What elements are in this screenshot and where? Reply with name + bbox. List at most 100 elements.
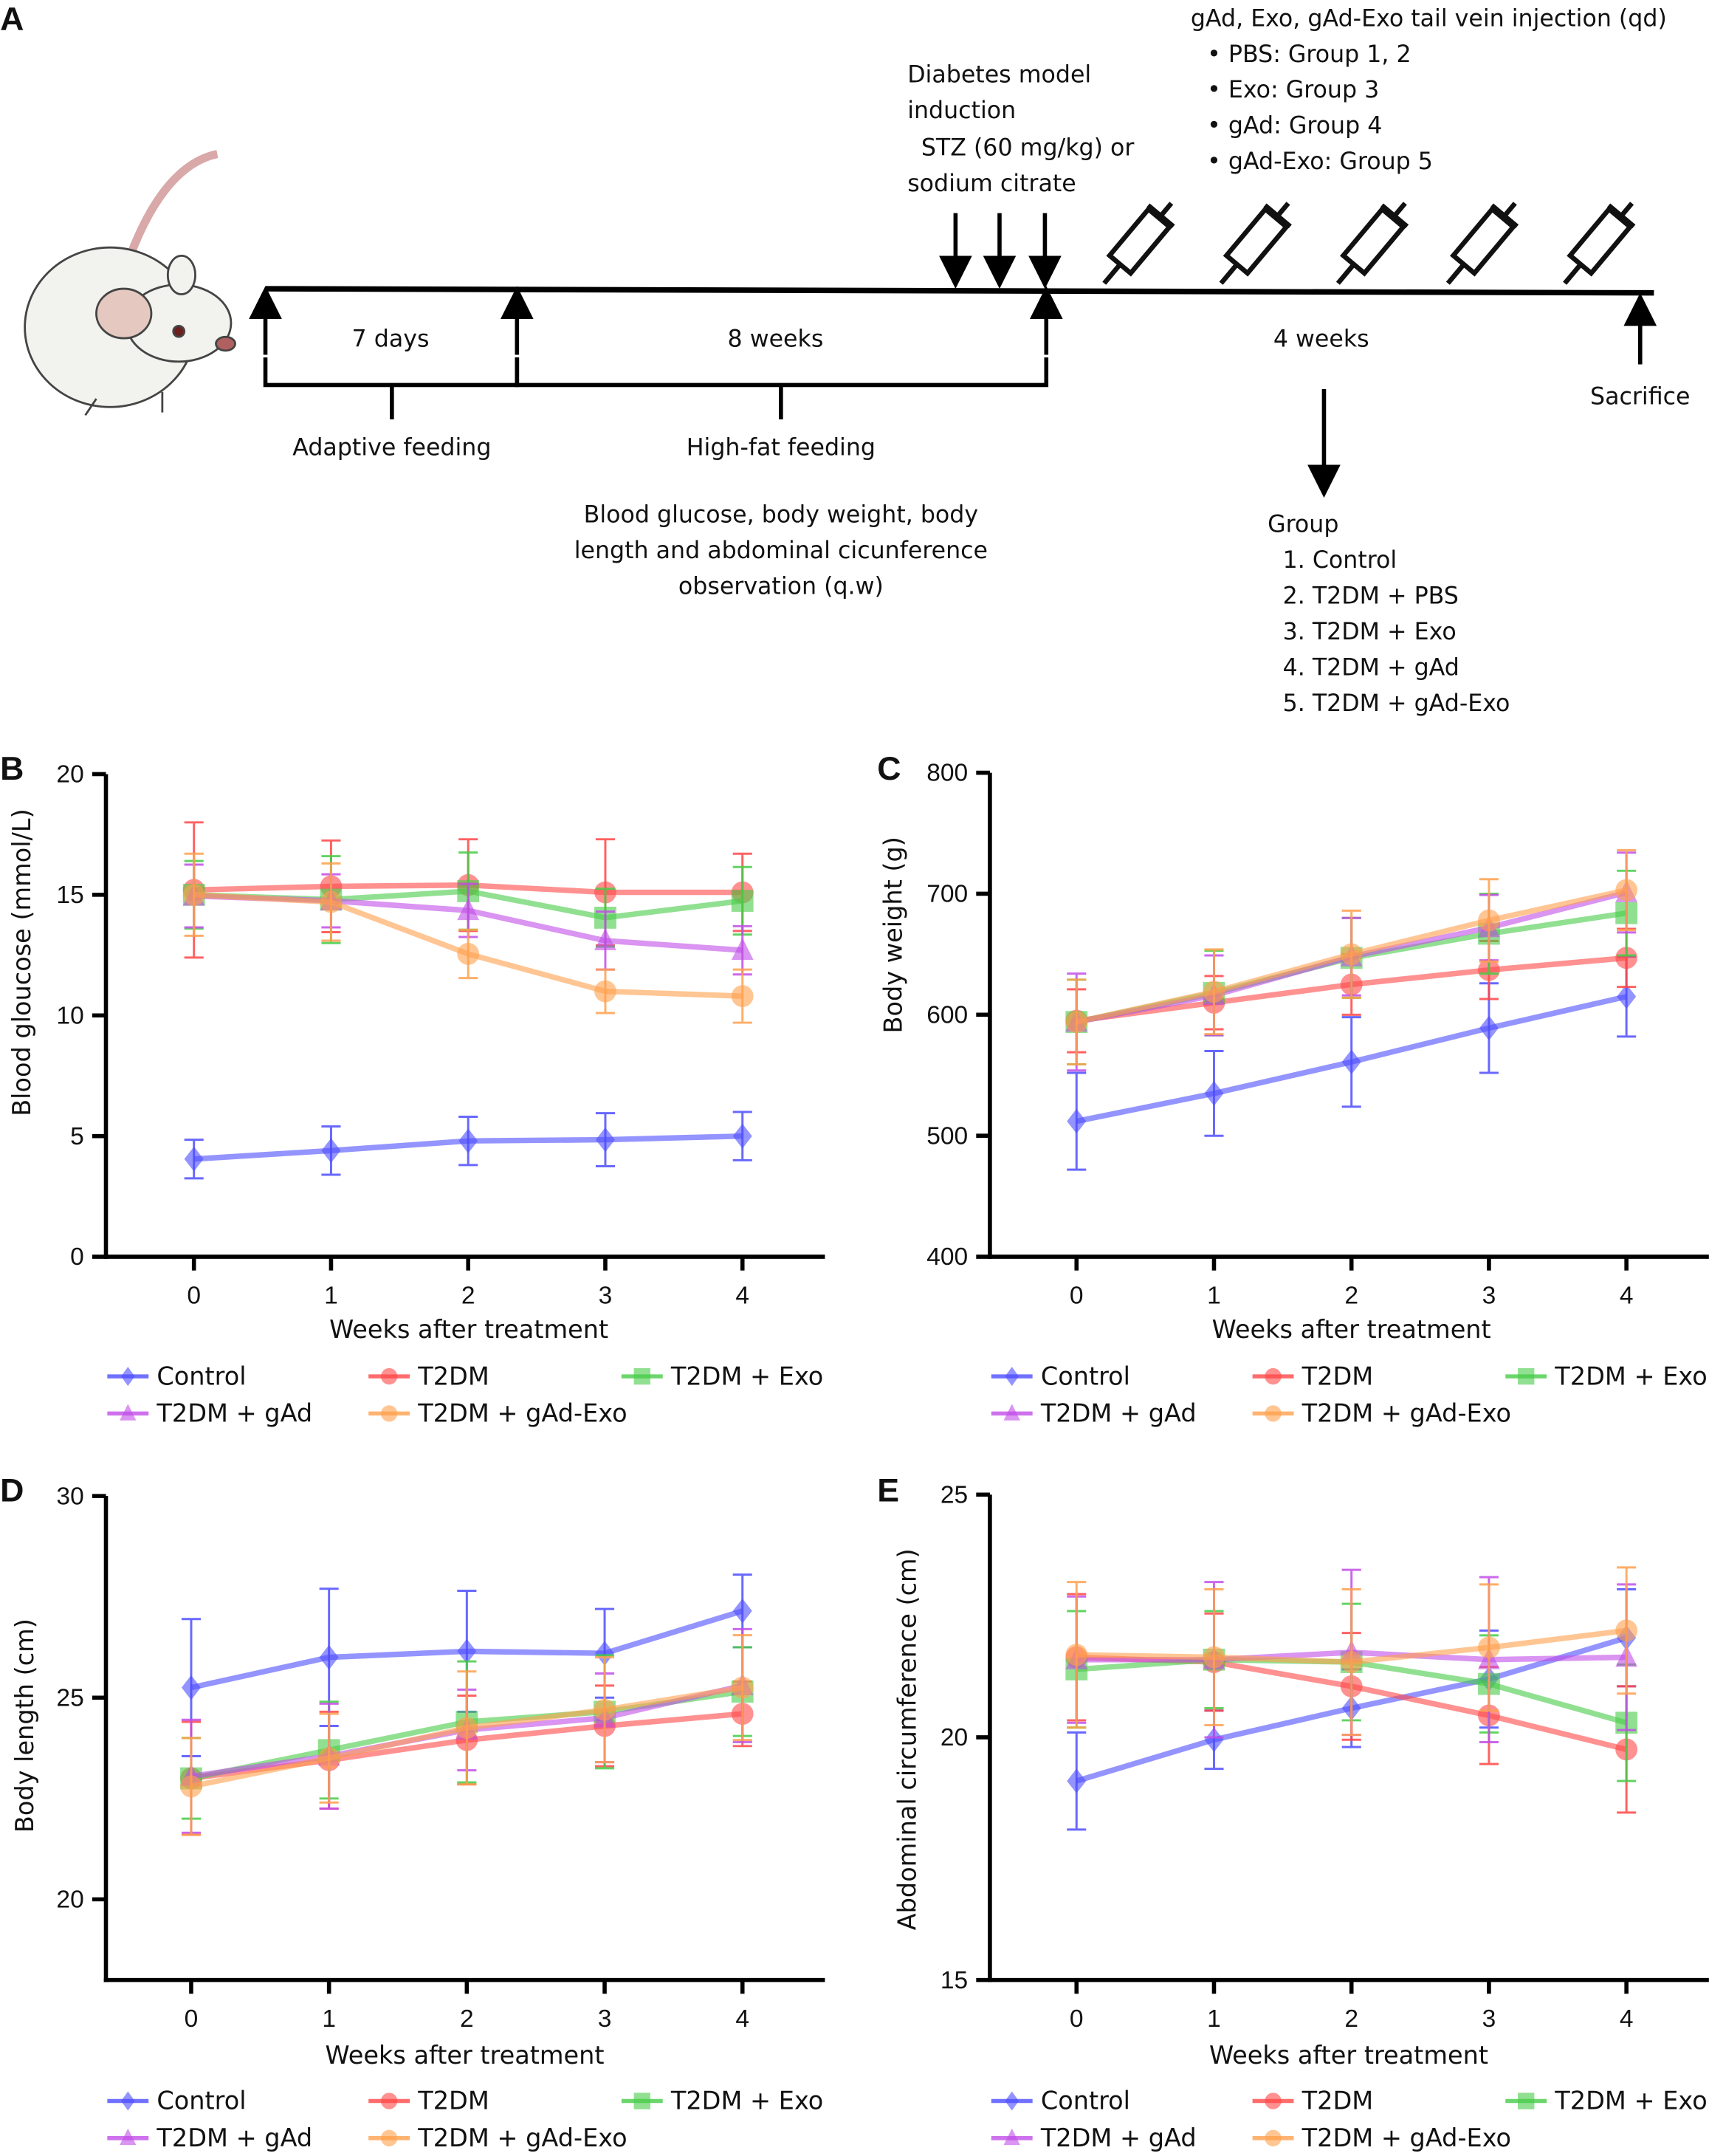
legend-label: T2DM + gAd-Exo bbox=[1301, 1399, 1511, 1428]
group-item: 5. T2DM + gAd-Exo bbox=[1283, 690, 1510, 717]
legend-item: T2DM + gAd bbox=[991, 1399, 1197, 1428]
marker-circle bbox=[1615, 947, 1638, 969]
marker-circle bbox=[1203, 1646, 1225, 1669]
panel-label: C bbox=[877, 751, 901, 787]
x-tick-label: 1 bbox=[322, 2005, 336, 2033]
marker-circle bbox=[731, 1676, 754, 1699]
panel-a-timeline: A bbox=[0, 1, 1690, 717]
marker-triangle bbox=[731, 938, 754, 961]
x-tick-label: 3 bbox=[1482, 1282, 1496, 1309]
injection-item: • gAd: Group 4 bbox=[1207, 113, 1382, 140]
marker-circle bbox=[1203, 981, 1225, 1003]
marker-diamond bbox=[120, 2091, 135, 2111]
arrow-up-icon bbox=[249, 286, 1657, 365]
marker-circle bbox=[182, 883, 205, 906]
legend-label: T2DM + gAd-Exo bbox=[417, 1399, 627, 1428]
y-tick-label: 15 bbox=[56, 882, 83, 909]
panel-label: E bbox=[877, 1473, 899, 1509]
x-tick-label: 2 bbox=[1344, 1282, 1358, 1309]
marker-diamond bbox=[120, 1367, 135, 1387]
marker-diamond bbox=[1204, 1081, 1224, 1106]
marker-diamond bbox=[595, 1641, 615, 1666]
induction-line: sodium citrate bbox=[907, 171, 1076, 197]
induction-line: STZ (60 mg/kg) or bbox=[921, 134, 1135, 161]
series-t2dm-gad-exo bbox=[1065, 848, 1638, 1066]
x-tick-label: 4 bbox=[735, 2005, 749, 2033]
marker-circle bbox=[380, 2129, 398, 2146]
marker-circle bbox=[1615, 879, 1638, 902]
legend-item: T2DM bbox=[368, 1362, 489, 1390]
marker-diamond bbox=[1067, 1108, 1087, 1134]
y-tick-label: 25 bbox=[56, 1684, 83, 1712]
marker-triangle bbox=[1003, 2128, 1020, 2146]
legend-label: T2DM bbox=[417, 2087, 489, 2115]
y-tick-label: 400 bbox=[926, 1243, 968, 1271]
observation-line: Blood glucose, body weight, body bbox=[584, 502, 978, 529]
mouse-icon bbox=[24, 150, 236, 416]
injection-item: • PBS: Group 1, 2 bbox=[1207, 41, 1411, 68]
marker-circle bbox=[1615, 1619, 1638, 1642]
legend-item: T2DM + gAd bbox=[991, 2124, 1197, 2152]
marker-triangle bbox=[594, 928, 616, 950]
period-4-weeks: 4 weeks bbox=[1273, 326, 1369, 352]
period-8-weeks: 8 weeks bbox=[728, 326, 824, 352]
marker-circle bbox=[380, 1367, 398, 1385]
panel-label: B bbox=[0, 751, 24, 787]
legend-label: T2DM + Exo bbox=[670, 1362, 823, 1390]
y-tick-label: 700 bbox=[926, 881, 968, 908]
marker-square bbox=[633, 1367, 650, 1385]
marker-diamond bbox=[595, 1127, 616, 1153]
observation-line: length and abdominal cicunference bbox=[574, 538, 988, 564]
marker-triangle bbox=[1003, 1404, 1020, 1421]
y-axis-label: Blood gloucose (mmol/L) bbox=[7, 808, 36, 1116]
legend-item: T2DM + Exo bbox=[1505, 2087, 1708, 2115]
x-tick-label: 3 bbox=[599, 1282, 613, 1309]
marker-triangle bbox=[120, 2128, 137, 2146]
injection-item: • gAd-Exo: Group 5 bbox=[1207, 148, 1433, 175]
marker-diamond bbox=[1341, 1049, 1361, 1075]
marker-triangle bbox=[457, 898, 480, 921]
x-tick-label: 1 bbox=[1207, 2005, 1221, 2033]
marker-circle bbox=[1265, 1367, 1282, 1385]
legend-item: T2DM + gAd bbox=[107, 1399, 312, 1428]
marker-circle bbox=[1065, 1011, 1088, 1034]
injection-title: gAd, Exo, gAd-Exo tail vein injection (q… bbox=[1191, 5, 1667, 32]
legend-item: Control bbox=[107, 1362, 247, 1390]
x-tick-label: 0 bbox=[1070, 2005, 1084, 2033]
x-tick-label: 0 bbox=[1070, 1282, 1084, 1309]
marker-circle bbox=[594, 980, 616, 1003]
group-item: 1. Control bbox=[1283, 547, 1397, 574]
marker-diamond bbox=[184, 1146, 204, 1172]
legend-label: T2DM + gAd-Exo bbox=[1301, 2124, 1511, 2152]
legend-item: T2DM + gAd-Exo bbox=[1252, 2124, 1511, 2152]
x-tick-label: 2 bbox=[1344, 2005, 1358, 2033]
y-tick-label: 25 bbox=[941, 1481, 968, 1508]
period-brackets bbox=[263, 357, 1049, 419]
marker-diamond bbox=[1005, 1367, 1019, 1387]
legend-item: T2DM + gAd bbox=[107, 2124, 312, 2152]
legend-item: T2DM + gAd-Exo bbox=[368, 1399, 627, 1428]
observation-line: observation (q.w) bbox=[678, 573, 884, 600]
x-tick-label: 4 bbox=[1620, 2005, 1634, 2033]
marker-diamond bbox=[732, 1123, 752, 1149]
y-tick-label: 20 bbox=[941, 1724, 968, 1751]
marker-circle bbox=[180, 1775, 202, 1798]
arrow-down-icon bbox=[939, 213, 1341, 498]
marker-diamond bbox=[1617, 983, 1637, 1009]
marker-circle bbox=[1265, 1405, 1282, 1422]
y-tick-label: 30 bbox=[56, 1483, 83, 1510]
series-t2dm-gad-exo bbox=[1065, 1566, 1638, 1737]
group-title: Group bbox=[1268, 512, 1338, 538]
panel-label-a: A bbox=[0, 1, 24, 38]
legend-item: T2DM + Exo bbox=[621, 2087, 823, 2115]
marker-square bbox=[731, 890, 754, 912]
injection-item: • Exo: Group 3 bbox=[1207, 77, 1379, 103]
marker-diamond bbox=[321, 1138, 341, 1164]
marker-circle bbox=[380, 2093, 398, 2109]
y-axis-label: Body weight (g) bbox=[879, 837, 908, 1033]
x-axis-label: Weeks after treatment bbox=[1212, 1315, 1491, 1344]
marker-circle bbox=[1265, 2129, 1282, 2146]
legend-item: Control bbox=[107, 2087, 247, 2115]
